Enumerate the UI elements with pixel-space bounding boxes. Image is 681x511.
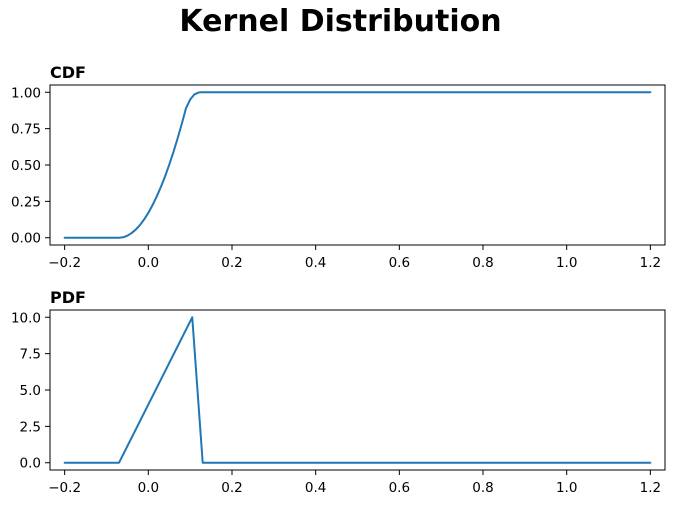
pdf-ytick-label: 10.0 xyxy=(11,310,41,326)
cdf-ytick-label: 0.50 xyxy=(11,158,41,174)
pdf-xtick-label: 0.0 xyxy=(138,480,159,496)
cdf-ytick-label: 0.00 xyxy=(11,231,41,247)
cdf-series-line xyxy=(63,91,652,239)
cdf-xtick-label: 1.0 xyxy=(556,255,577,271)
pdf-xtick-label: 0.6 xyxy=(389,480,410,496)
pdf-ytick-label: 2.5 xyxy=(20,419,41,435)
cdf-xtick-label: 0.4 xyxy=(305,255,326,271)
pdf-series-line xyxy=(63,316,652,464)
pdf-xtick-label: 1.2 xyxy=(640,480,661,496)
cdf-title: CDF xyxy=(50,63,86,82)
cdf-ytick-label: 1.00 xyxy=(11,85,41,101)
pdf-ytick-label: 5.0 xyxy=(20,383,41,399)
cdf-xtick-label: 0.8 xyxy=(472,255,493,271)
cdf-xtick-label: 0.2 xyxy=(221,255,242,271)
pdf-xtick-label: 0.4 xyxy=(305,480,326,496)
pdf-ytick-label: 7.5 xyxy=(20,347,41,363)
pdf-xtick-label: 0.8 xyxy=(472,480,493,496)
cdf-xtick-label: −0.2 xyxy=(48,255,81,271)
pdf-ytick-label: 0.0 xyxy=(20,456,41,472)
cdf-ytick-label: 0.75 xyxy=(11,122,41,138)
pdf-plot-frame xyxy=(49,309,666,471)
cdf-ytick-label: 0.25 xyxy=(11,194,41,210)
figure-title: Kernel Distribution xyxy=(179,4,502,39)
cdf-axes: CDF −0.2 0.0 0.2 0.4 0.6 0.8 1.0 1.2 0.00 0.25 0.50… xyxy=(11,63,666,271)
cdf-plot-frame xyxy=(49,84,666,246)
pdf-title: PDF xyxy=(50,288,86,307)
pdf-xtick-label: 0.2 xyxy=(221,480,242,496)
pdf-axes: PDF −0.2 0.0 0.2 0.4 0.6 0.8 1.0 1.2 0.0 2.5 5.0 7.5… xyxy=(11,288,666,496)
pdf-xtick-label: 1.0 xyxy=(556,480,577,496)
pdf-xtick-label: −0.2 xyxy=(48,480,81,496)
cdf-xtick-label: 1.2 xyxy=(640,255,661,271)
cdf-xtick-label: 0.0 xyxy=(138,255,159,271)
cdf-xtick-label: 0.6 xyxy=(389,255,410,271)
